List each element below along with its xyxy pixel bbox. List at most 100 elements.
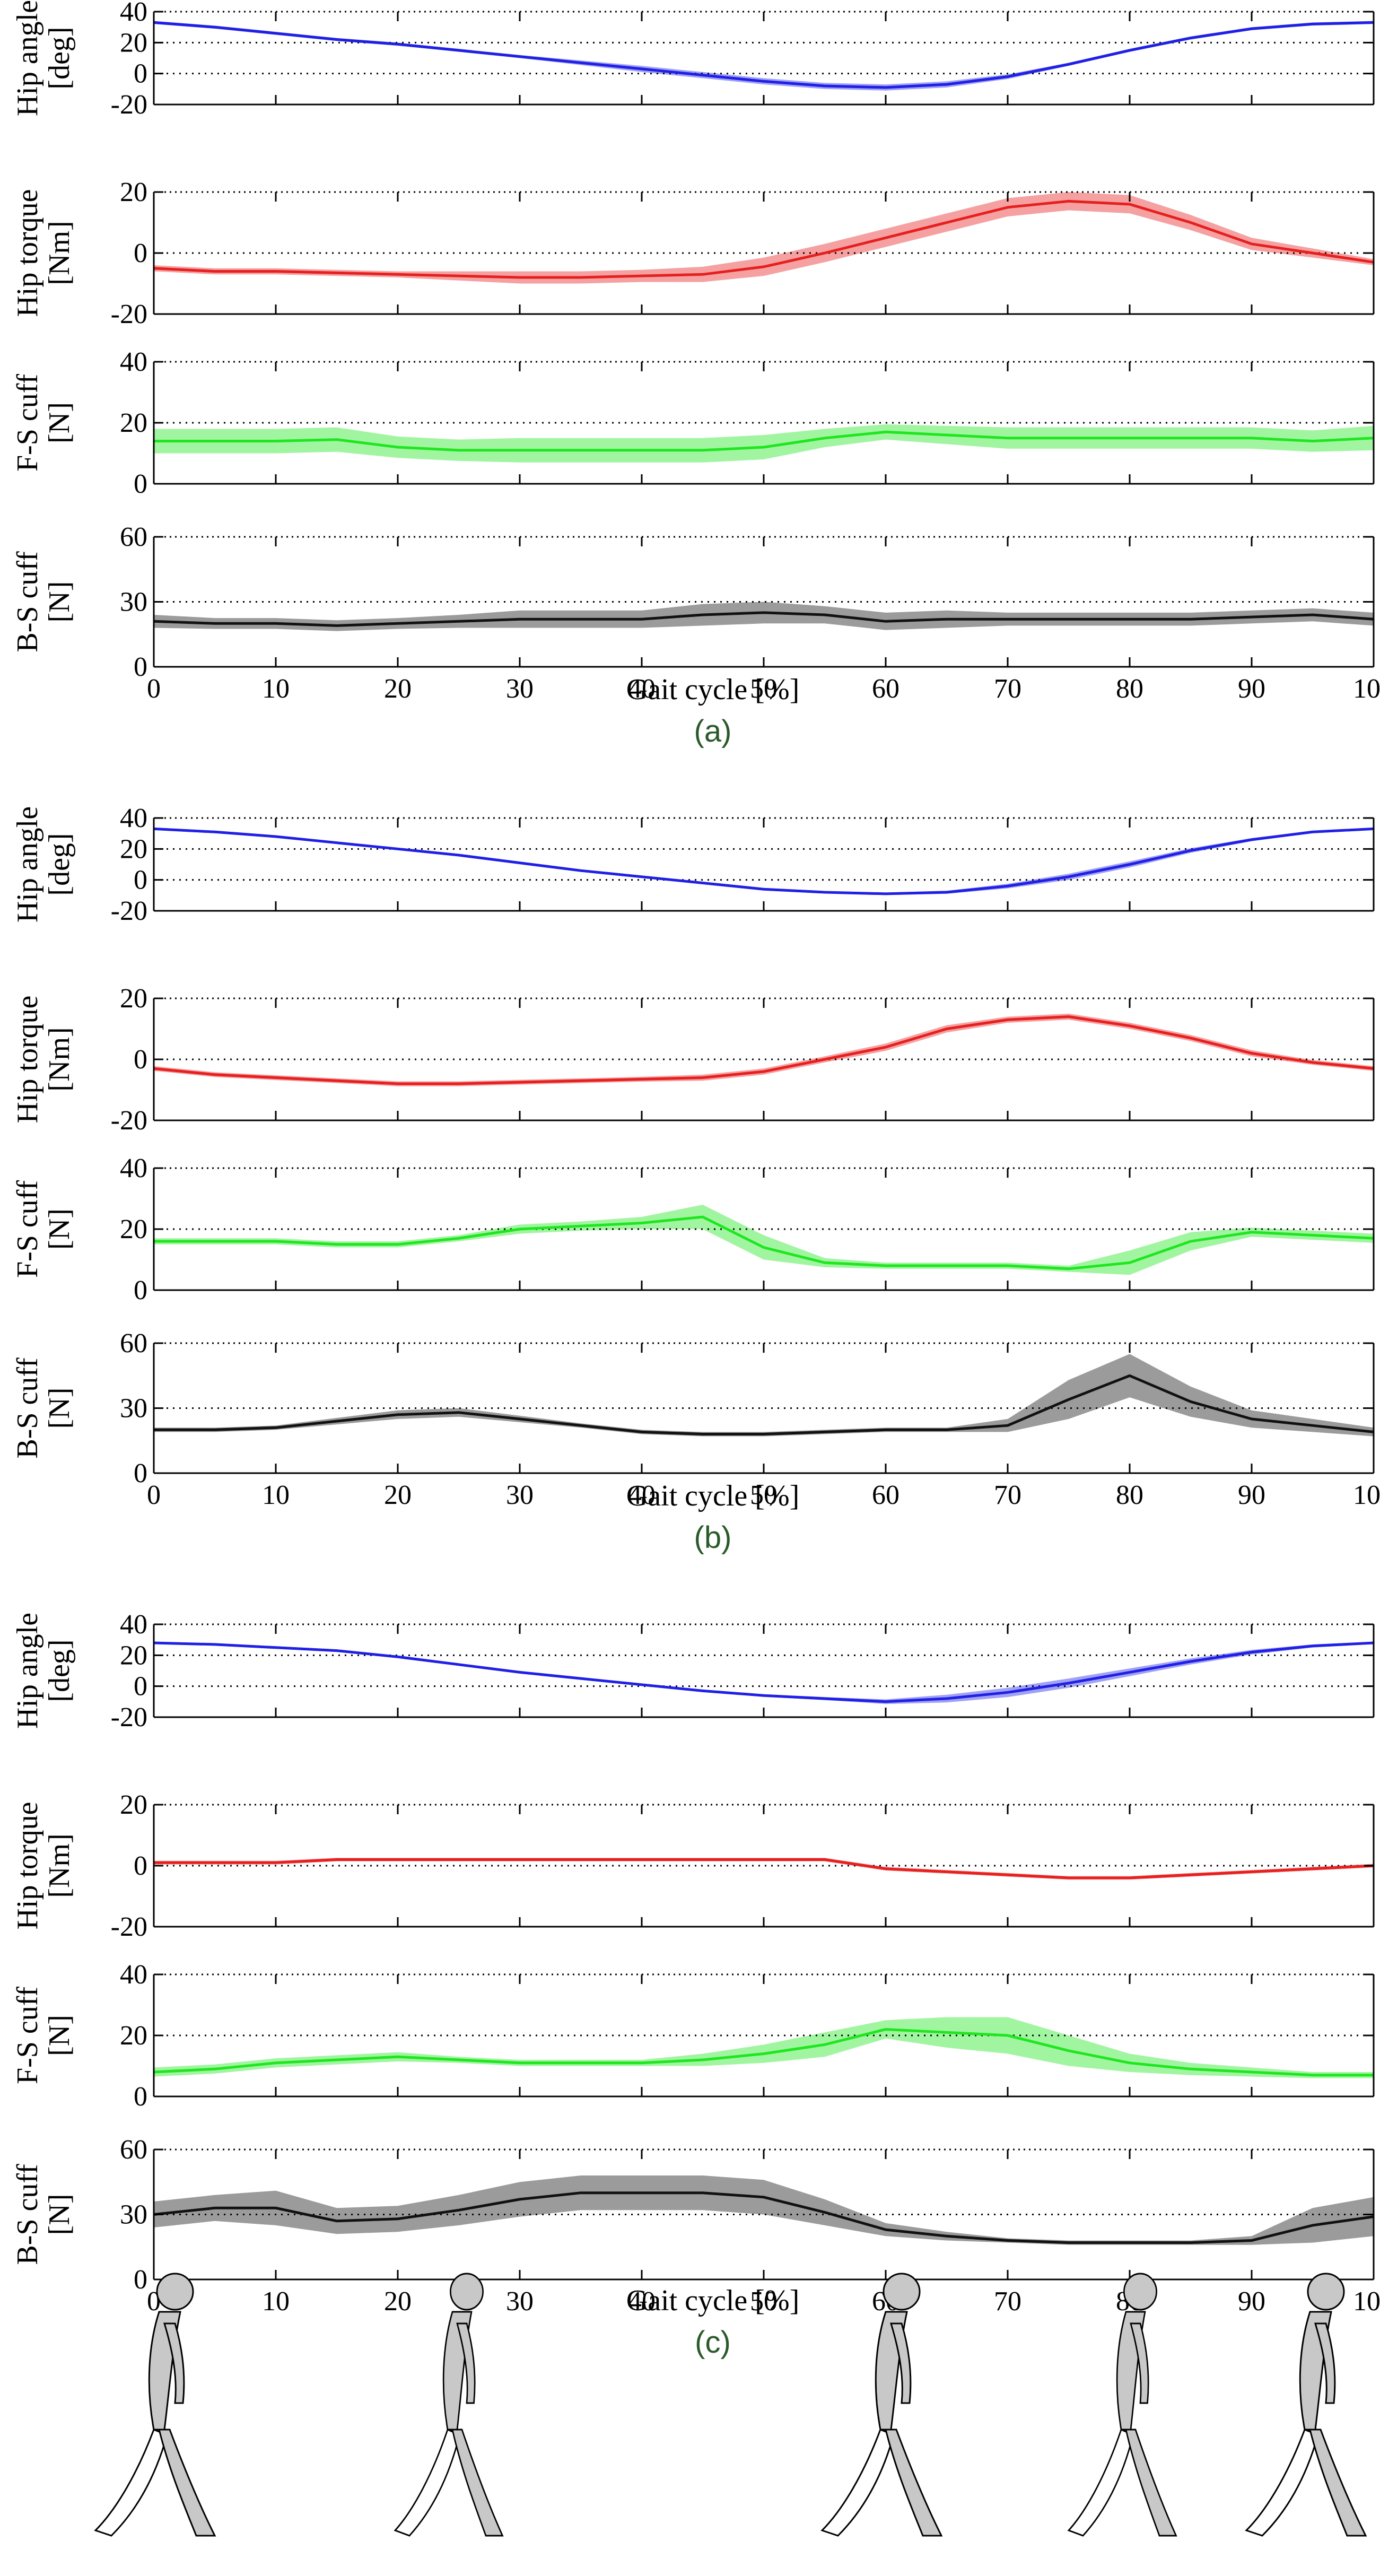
sd-band <box>154 1858 1374 1880</box>
x-tick-label: 70 <box>994 2286 1021 2317</box>
mean-line <box>153 199 1374 279</box>
subplot-fs: 40 20 0 F-S cuff[N] <box>11 1960 1375 2112</box>
x-tick-label: 100 <box>1353 2286 1380 2317</box>
x-tick-label: 70 <box>994 674 1021 704</box>
sd-band <box>154 602 1374 631</box>
x-tick-label: 70 <box>994 1480 1021 1510</box>
y-tick-label: 40 <box>120 1609 147 1640</box>
sd-band <box>154 424 1374 463</box>
y-tick-label: -20 <box>111 896 147 926</box>
y-tick-label: 0 <box>134 865 147 895</box>
y-tick-label: 20 <box>120 1790 147 1820</box>
panel-label-a: (a) <box>694 714 732 749</box>
y-tick-label: 0 <box>134 2082 147 2112</box>
y-tick-label: 40 <box>120 803 147 833</box>
mean-line <box>153 2191 1374 2244</box>
y-tick-label: 40 <box>120 0 147 27</box>
sd-band <box>154 1013 1374 1086</box>
x-tick-label: 20 <box>384 674 412 704</box>
y-tick-label: 0 <box>134 1672 147 1702</box>
sd-band <box>154 828 1374 895</box>
sd-band <box>154 2017 1374 2078</box>
mean-line <box>153 611 1374 627</box>
y-tick-label: 0 <box>134 469 147 499</box>
y-axis-label: B-S cuff[N] <box>11 1357 76 1459</box>
y-tick-label: 0 <box>134 1275 147 1306</box>
subplot-fs: 40 20 0 F-S cuff[N] <box>11 1153 1375 1306</box>
y-tick-label: 20 <box>120 834 147 864</box>
y-tick-label: 0 <box>134 652 147 682</box>
mean-line <box>154 1215 1374 1270</box>
y-tick-label: -20 <box>111 1106 147 1136</box>
x-tick-label: 20 <box>384 1480 412 1510</box>
x-axis-label-c: Gait cycle [%] <box>626 2284 799 2317</box>
subplot-torque: 20 0 -20 Hip torque[Nm] <box>11 1790 1375 1942</box>
sd-band <box>154 1205 1374 1275</box>
y-tick-label: 0 <box>134 1851 147 1881</box>
sd-band <box>154 2175 1374 2245</box>
y-axis-label: Hip angle[deg] <box>11 1613 76 1729</box>
x-tick-label: 40 <box>628 1480 656 1510</box>
mean-line <box>154 1374 1374 1435</box>
x-axis-label-b: Gait cycle [%] <box>626 1480 799 1512</box>
y-tick-label: 20 <box>120 1640 147 1670</box>
mean-line <box>153 1015 1374 1085</box>
x-tick-label: 100 <box>1353 1480 1380 1510</box>
panel-label-c: (c) <box>695 2325 731 2360</box>
subplot-torque: 20 0 -20 Hip torque[Nm] <box>11 984 1375 1136</box>
y-axis-label: Hip angle[deg] <box>11 0 76 116</box>
y-tick-label: -20 <box>111 90 147 120</box>
mean-line <box>153 2027 1374 2077</box>
y-axis-label: B-S cuff[N] <box>11 2164 76 2265</box>
x-tick-label: 100 <box>1353 674 1380 704</box>
subplot-torque: 20 0 -20 Hip torque[Nm] <box>11 177 1375 329</box>
x-tick-label: 30 <box>506 2286 534 2317</box>
x-tick-label: 60 <box>872 674 899 704</box>
mean-line <box>154 430 1374 452</box>
x-tick-label: 40 <box>628 2286 656 2317</box>
y-tick-label: 30 <box>120 2200 147 2230</box>
y-tick-label: 40 <box>120 1153 147 1183</box>
y-tick-label: 20 <box>120 1214 147 1245</box>
y-tick-label: 20 <box>120 984 147 1014</box>
mean-line <box>154 1858 1374 1879</box>
y-tick-label: 40 <box>120 1960 147 1990</box>
y-axis-label: B-S cuff[N] <box>11 551 76 652</box>
x-tick-label: 90 <box>1238 1480 1265 1510</box>
x-tick-label: 30 <box>506 674 534 704</box>
y-tick-label: 60 <box>120 522 147 552</box>
x-tick-label: 50 <box>750 674 778 704</box>
x-tick-label: 50 <box>750 1480 778 1510</box>
x-tick-label: 90 <box>1238 2286 1265 2317</box>
sd-band <box>154 192 1374 284</box>
x-tick-label: 90 <box>1238 674 1265 704</box>
x-tick-label: 60 <box>872 1480 899 1510</box>
y-tick-label: 30 <box>120 587 147 617</box>
y-tick-label: 0 <box>134 59 147 89</box>
y-tick-label: 0 <box>134 2265 147 2295</box>
x-tick-label: 0 <box>147 674 161 704</box>
y-tick-label: 20 <box>120 408 147 438</box>
x-axis-label-a: Gait cycle [%] <box>626 673 799 706</box>
x-tick-label: 10 <box>262 1480 290 1510</box>
mean-line <box>153 827 1374 895</box>
y-axis-label: F-S cuff[N] <box>11 1180 76 1278</box>
y-tick-label: -20 <box>111 299 147 329</box>
x-tick-label: 50 <box>750 2286 778 2317</box>
y-tick-label: 60 <box>120 1328 147 1359</box>
x-tick-label: 20 <box>384 2286 412 2317</box>
x-tick-label: 80 <box>1116 674 1143 704</box>
sd-band <box>154 1354 1374 1437</box>
y-tick-label: 60 <box>120 2135 147 2165</box>
y-tick-label: 0 <box>134 1458 147 1489</box>
y-axis-label: Hip angle[deg] <box>11 806 76 923</box>
